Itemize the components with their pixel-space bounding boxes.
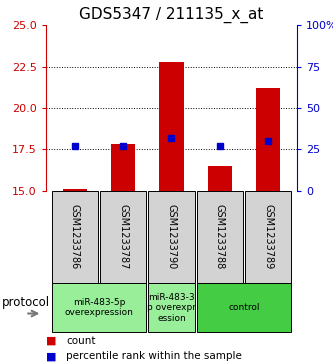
Text: miR-483-5p
overexpression: miR-483-5p overexpression xyxy=(65,298,134,317)
Bar xyxy=(196,191,243,283)
Text: ■: ■ xyxy=(46,351,57,361)
Text: protocol: protocol xyxy=(2,296,50,309)
Text: count: count xyxy=(66,336,96,346)
Bar xyxy=(52,191,98,283)
Bar xyxy=(52,283,147,332)
Bar xyxy=(196,283,291,332)
Text: GSM1233790: GSM1233790 xyxy=(166,204,176,269)
Text: GSM1233788: GSM1233788 xyxy=(215,204,225,269)
Text: ■: ■ xyxy=(46,336,57,346)
Bar xyxy=(111,144,135,191)
Bar xyxy=(208,166,232,191)
Text: miR-483-3
p overexpr
ession: miR-483-3 p overexpr ession xyxy=(147,293,196,323)
Bar xyxy=(148,191,195,283)
Text: control: control xyxy=(228,303,260,312)
Bar xyxy=(148,283,195,332)
Text: percentile rank within the sample: percentile rank within the sample xyxy=(66,351,242,361)
Bar xyxy=(100,191,147,283)
Bar xyxy=(256,88,280,191)
Bar xyxy=(245,191,291,283)
Bar xyxy=(160,62,183,191)
Bar xyxy=(63,189,87,191)
Title: GDS5347 / 211135_x_at: GDS5347 / 211135_x_at xyxy=(79,7,264,23)
Text: GSM1233787: GSM1233787 xyxy=(118,204,128,270)
Text: GSM1233789: GSM1233789 xyxy=(263,204,273,269)
Text: GSM1233786: GSM1233786 xyxy=(70,204,80,269)
